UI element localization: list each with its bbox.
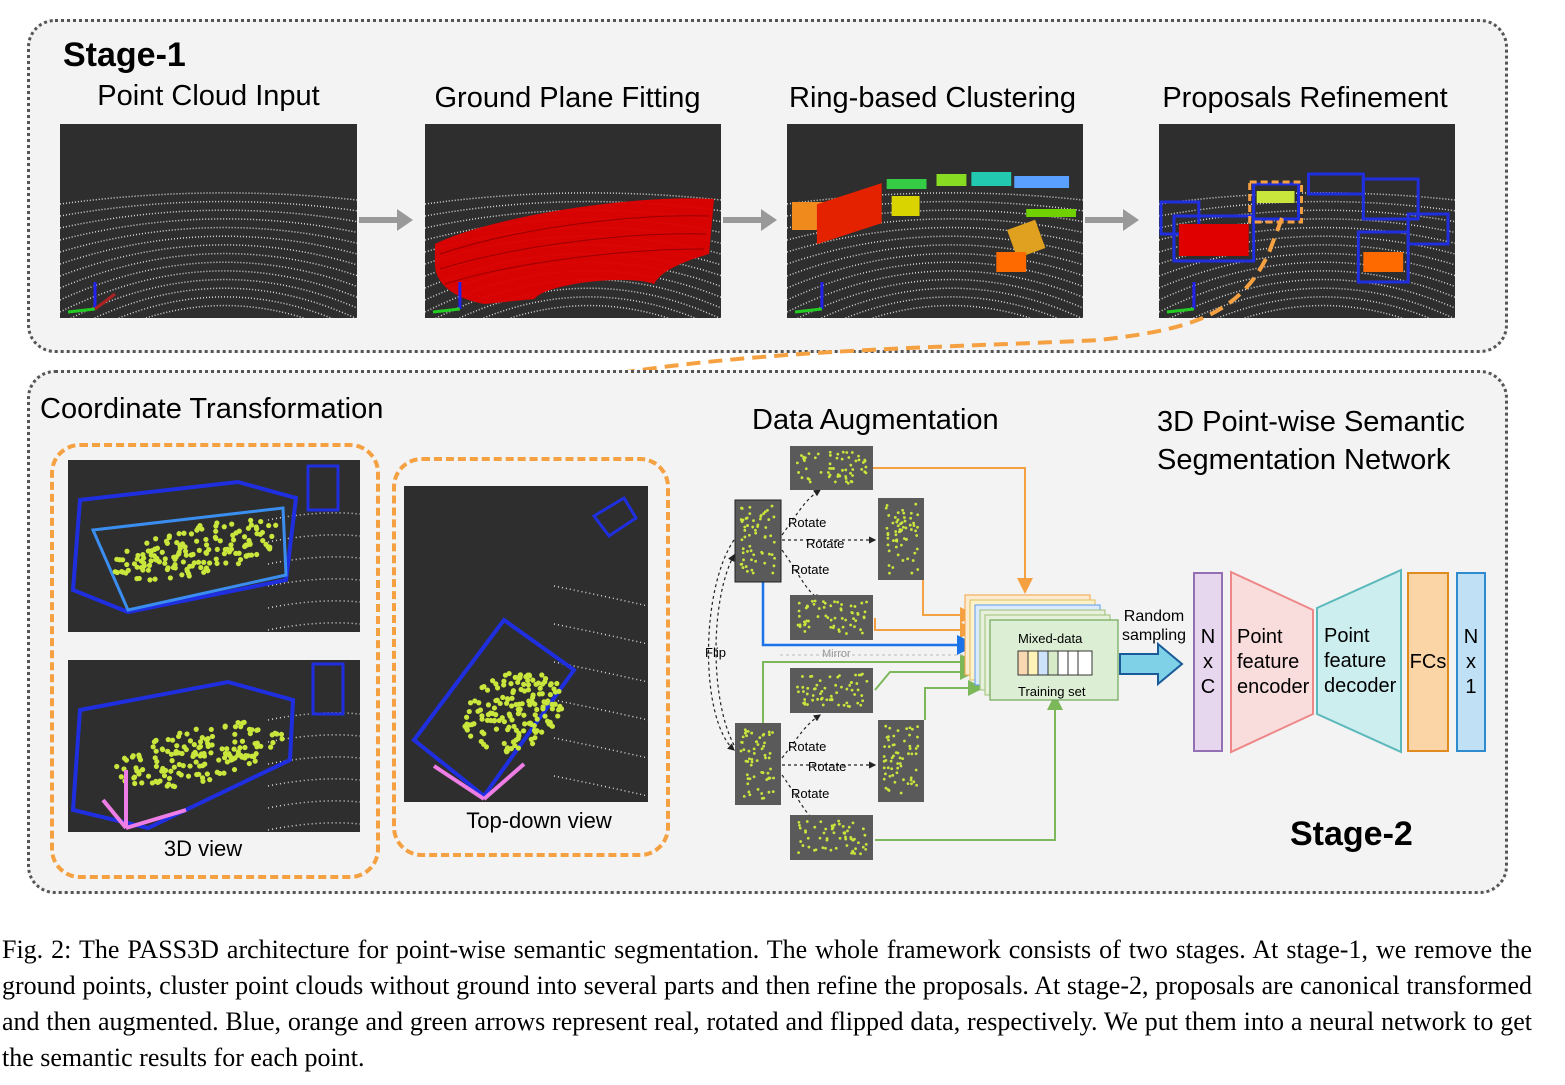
nxc-block: N x C bbox=[1193, 572, 1223, 752]
rotate-label-2: Rotate bbox=[806, 536, 845, 551]
stage1-title: Stage-1 bbox=[63, 36, 186, 74]
point-cloud-image bbox=[60, 192, 357, 318]
rotate-label-6: Rotate bbox=[791, 786, 830, 801]
view-3d-bottom-image bbox=[68, 660, 360, 832]
decoder-block-label: Point feature decoder bbox=[1324, 624, 1397, 697]
view-top-image bbox=[404, 486, 648, 802]
random-sampling-label: Random sampling bbox=[1122, 608, 1187, 644]
view-top-label: Top-down view bbox=[466, 808, 612, 833]
gray-arrow-1 bbox=[359, 209, 413, 231]
gray-arrow-2 bbox=[723, 209, 777, 231]
scene-proposals-refinement bbox=[1159, 124, 1455, 318]
training-set-top-label: Mixed-data bbox=[1018, 631, 1083, 646]
scene-ring-clustering bbox=[787, 124, 1083, 318]
step-title-ring-clustering: Ring-based Clustering bbox=[789, 82, 1076, 114]
view-top-group bbox=[392, 457, 670, 857]
gray-arrow-3 bbox=[1085, 209, 1139, 231]
fcs-block: FCs bbox=[1407, 572, 1449, 752]
step-title-ground-plane-fitting: Ground Plane Fitting bbox=[434, 82, 701, 114]
step-title-proposals-refinement: Proposals Refinement bbox=[1162, 82, 1448, 114]
view-3d-label: 3D view bbox=[163, 836, 243, 861]
figure-caption: Fig. 2: The PASS3D architecture for poin… bbox=[2, 935, 1532, 1072]
encoder-block-label: Point feature encoder bbox=[1237, 625, 1310, 698]
decoder-shape bbox=[1316, 568, 1402, 754]
augmentation-diagram bbox=[707, 446, 1184, 860]
rotate-label-4: Rotate bbox=[788, 739, 827, 754]
view-3d-group bbox=[50, 443, 380, 879]
view-3d-top-image bbox=[68, 460, 360, 632]
coord-transform-title: Coordinate Transformation bbox=[40, 393, 384, 425]
clustering-image bbox=[787, 172, 1083, 318]
scene-point-cloud-input bbox=[60, 124, 357, 318]
rotate-label-5: Rotate bbox=[808, 759, 847, 774]
flip-label: Flip bbox=[705, 645, 726, 660]
encoder-shape bbox=[1230, 570, 1314, 754]
data-augmentation-title: Data Augmentation bbox=[752, 404, 999, 436]
proposals-image bbox=[1159, 172, 1455, 318]
ground-plane-image bbox=[425, 192, 721, 318]
training-set-bottom-label: Training set bbox=[1018, 684, 1086, 699]
scene-ground-plane-fitting bbox=[425, 124, 721, 318]
rotate-label-3: Rotate bbox=[791, 562, 830, 577]
mirror-label: Mirror bbox=[822, 648, 851, 660]
stage2-title: Stage-2 bbox=[1290, 815, 1413, 853]
network-title-line2: Segmentation Network bbox=[1157, 444, 1451, 476]
nx1-block: N x 1 bbox=[1456, 572, 1486, 752]
network-title-line1: 3D Point-wise Semantic bbox=[1157, 406, 1465, 438]
rotate-label-1: Rotate bbox=[788, 515, 827, 530]
step-title-point-cloud-input: Point Cloud Input bbox=[97, 80, 320, 112]
